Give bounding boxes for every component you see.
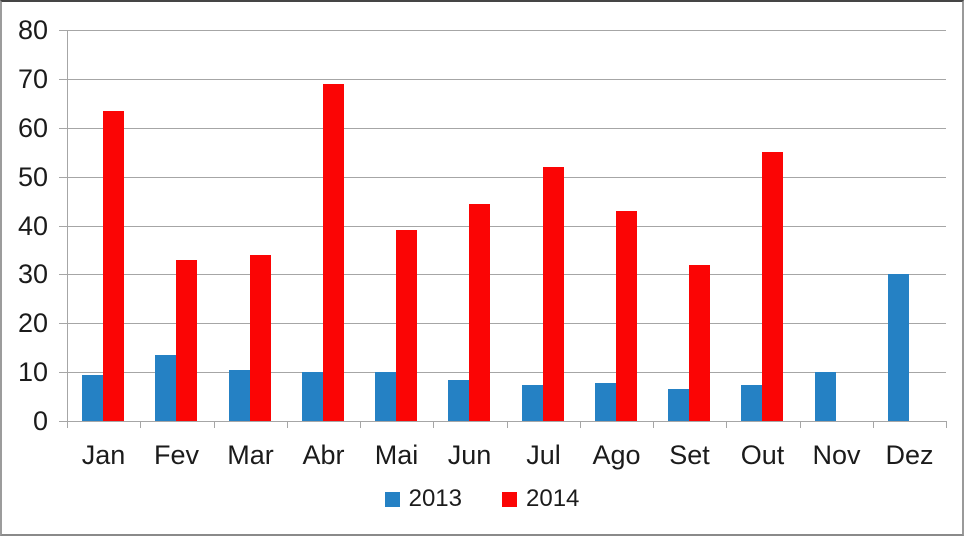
x-tick-12	[946, 421, 947, 428]
x-axis-label-out: Out	[740, 440, 785, 470]
legend-swatch-2014-icon	[502, 491, 517, 507]
bar-2014-fev	[176, 260, 197, 421]
legend-item-2013: 2013	[384, 485, 462, 512]
bar-2014-set	[689, 265, 710, 421]
y-axis-label-70: 70	[17, 64, 48, 94]
bar-2014-mar	[250, 255, 271, 421]
x-tick-11	[873, 421, 874, 428]
x-axis-line	[67, 421, 946, 422]
y-axis-label-20: 20	[17, 308, 48, 338]
x-axis-label-dez: Dez	[885, 440, 934, 470]
gridline-10	[67, 372, 946, 373]
x-axis-label-fev: Fev	[153, 440, 199, 470]
x-tick-1	[140, 421, 141, 428]
legend-item-2014: 2014	[502, 486, 579, 512]
y-tick-0	[59, 421, 67, 422]
x-axis-label-mai: Mai	[374, 440, 419, 470]
x-axis-label-nov: Nov	[812, 440, 861, 470]
bar-2014-jul	[543, 167, 564, 421]
bar-2014-mai	[396, 230, 417, 421]
x-axis-label-set: Set	[669, 440, 710, 470]
x-tick-9	[726, 421, 727, 428]
x-axis-label-jun: Jun	[447, 440, 492, 470]
bar-2014-jun	[469, 204, 490, 421]
y-axis-label-0: 0	[32, 406, 48, 436]
gridline-50	[67, 177, 946, 178]
y-tick-10	[59, 372, 67, 373]
bar-2014-abr	[323, 84, 344, 421]
legend-label-2013: 2013	[408, 485, 462, 512]
x-tick-4	[360, 421, 361, 428]
bar-2013-jun	[448, 380, 469, 421]
y-axis-label-50: 50	[17, 162, 48, 192]
x-tick-3	[287, 421, 288, 428]
bar-2013-dez	[888, 274, 909, 421]
gridline-70	[67, 79, 946, 80]
bar-2013-jul	[522, 385, 543, 421]
bar-2013-out	[741, 385, 762, 421]
x-tick-7	[580, 421, 581, 428]
x-axis-label-ago: Ago	[592, 440, 641, 470]
legend-swatch-2013-icon	[384, 491, 400, 507]
y-axis-label-40: 40	[17, 211, 48, 241]
x-axis-label-abr: Abr	[302, 440, 345, 470]
x-axis-label-jan: Jan	[81, 440, 126, 470]
y-tick-50	[59, 177, 67, 178]
y-tick-70	[59, 79, 67, 80]
bar-2014-ago	[616, 211, 637, 421]
y-axis-label-30: 30	[17, 259, 48, 289]
legend: 2013 2014	[2, 486, 962, 512]
bar-2013-mai	[375, 372, 396, 421]
bar-2013-nov	[815, 372, 836, 421]
bar-2013-set	[668, 389, 689, 421]
x-tick-10	[800, 421, 801, 428]
x-tick-8	[653, 421, 654, 428]
gridline-30	[67, 274, 946, 275]
x-tick-2	[214, 421, 215, 428]
gridline-40	[67, 226, 946, 227]
bar-2013-abr	[302, 372, 323, 421]
bar-2013-fev	[155, 355, 176, 421]
x-tick-6	[507, 421, 508, 428]
bar-2013-mar	[229, 370, 250, 421]
y-axis-line	[67, 30, 68, 428]
y-tick-20	[59, 323, 67, 324]
y-tick-80	[59, 30, 67, 31]
y-tick-30	[59, 274, 67, 275]
legend-label-2014: 2014	[526, 485, 580, 512]
gridline-60	[67, 128, 946, 129]
bar-2013-ago	[595, 383, 616, 421]
y-axis-label-80: 80	[17, 15, 48, 45]
y-tick-40	[59, 226, 67, 227]
bar-2013-jan	[82, 375, 103, 421]
bar-2014-jan	[103, 111, 124, 421]
x-tick-5	[433, 421, 434, 428]
y-axis-label-10: 10	[17, 357, 48, 387]
gridline-80	[67, 30, 946, 31]
x-axis-label-jul: Jul	[526, 440, 561, 470]
y-axis-label-60: 60	[17, 113, 48, 143]
x-axis-label-mar: Mar	[227, 440, 274, 470]
gridline-20	[67, 323, 946, 324]
bar-2014-out	[762, 152, 783, 421]
y-tick-60	[59, 128, 67, 129]
